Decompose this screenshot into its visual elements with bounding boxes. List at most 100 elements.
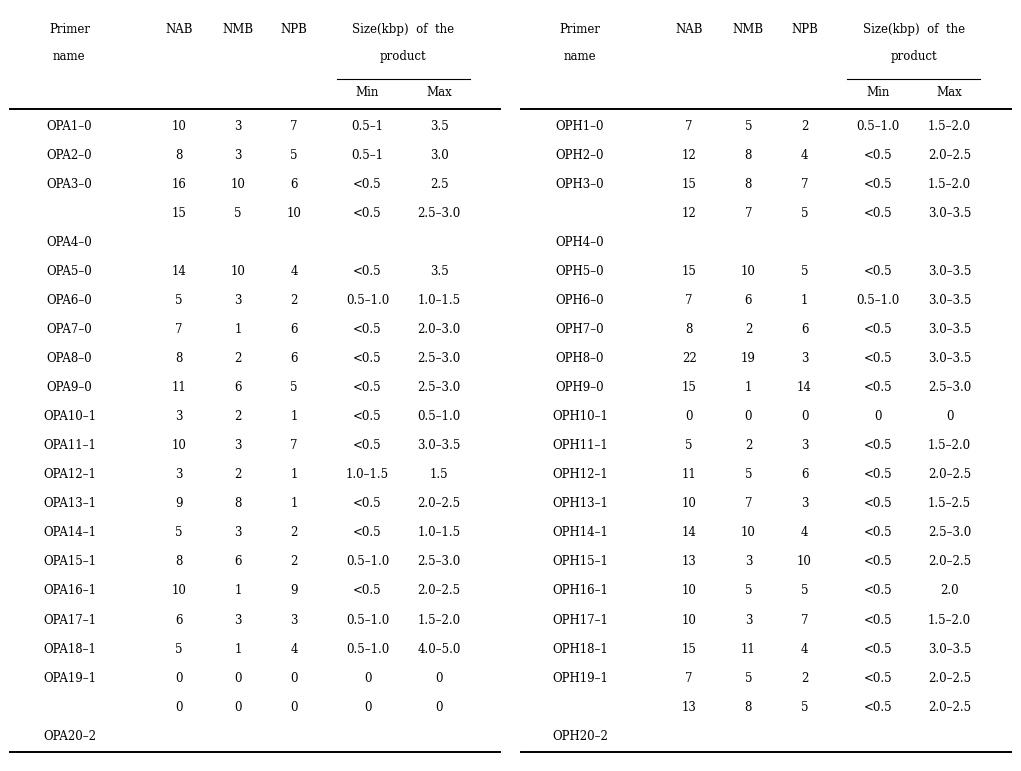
Text: 9: 9: [175, 497, 183, 510]
Text: 4: 4: [290, 642, 298, 655]
Text: 3: 3: [234, 120, 242, 133]
Text: <0.5: <0.5: [353, 497, 382, 510]
Text: 10: 10: [741, 527, 756, 540]
Text: 12: 12: [682, 207, 696, 220]
Text: OPH17–1: OPH17–1: [552, 614, 607, 627]
Text: 3: 3: [800, 497, 809, 510]
Text: 15: 15: [682, 381, 696, 394]
Text: 10: 10: [287, 207, 301, 220]
Text: <0.5: <0.5: [864, 207, 892, 220]
Text: NPB: NPB: [791, 23, 818, 36]
Text: 5: 5: [800, 207, 809, 220]
Text: 0: 0: [945, 410, 954, 423]
Text: 3.0–3.5: 3.0–3.5: [928, 294, 971, 307]
Text: 12: 12: [682, 149, 696, 162]
Text: 0.5–1.0: 0.5–1.0: [346, 642, 389, 655]
Text: <0.5: <0.5: [353, 265, 382, 278]
Text: 5: 5: [744, 120, 752, 133]
Text: 2.0–2.5: 2.0–2.5: [928, 555, 971, 568]
Text: OPH2–0: OPH2–0: [555, 149, 604, 162]
Text: OPA20–2: OPA20–2: [43, 729, 96, 742]
Text: 15: 15: [682, 642, 696, 655]
Text: 0.5–1.0: 0.5–1.0: [346, 555, 389, 568]
Text: <0.5: <0.5: [353, 527, 382, 540]
Text: 3: 3: [234, 149, 242, 162]
Text: <0.5: <0.5: [353, 381, 382, 394]
Text: 3: 3: [175, 468, 183, 481]
Text: 0.5–1: 0.5–1: [351, 120, 384, 133]
Text: 3.5: 3.5: [430, 120, 448, 133]
Text: 6: 6: [290, 178, 298, 190]
Text: NAB: NAB: [676, 23, 702, 36]
Text: <0.5: <0.5: [864, 672, 892, 685]
Text: 1.5–2.5: 1.5–2.5: [928, 497, 971, 510]
Text: OPH14–1: OPH14–1: [552, 527, 607, 540]
Text: 2.5–3.0: 2.5–3.0: [928, 527, 971, 540]
Text: 1.5: 1.5: [430, 468, 448, 481]
Text: 2.5: 2.5: [430, 178, 448, 190]
Text: OPA1–0: OPA1–0: [47, 120, 92, 133]
Text: OPH8–0: OPH8–0: [555, 352, 604, 365]
Text: 2: 2: [290, 294, 298, 307]
Text: 15: 15: [682, 178, 696, 190]
Text: OPA17–1: OPA17–1: [43, 614, 96, 627]
Text: 5: 5: [744, 584, 752, 598]
Text: 1: 1: [234, 323, 242, 336]
Text: <0.5: <0.5: [864, 265, 892, 278]
Text: OPA4–0: OPA4–0: [47, 236, 92, 249]
Text: <0.5: <0.5: [864, 439, 892, 453]
Text: 5: 5: [744, 672, 752, 685]
Text: 0.5–1.0: 0.5–1.0: [857, 120, 900, 133]
Text: 2: 2: [744, 439, 752, 453]
Text: 3: 3: [800, 352, 809, 365]
Text: OPH3–0: OPH3–0: [555, 178, 604, 190]
Text: <0.5: <0.5: [864, 381, 892, 394]
Text: 5: 5: [800, 701, 809, 714]
Text: 4: 4: [800, 527, 809, 540]
Text: 1.5–2.0: 1.5–2.0: [928, 178, 971, 190]
Text: 2: 2: [234, 410, 242, 423]
Text: 3: 3: [175, 410, 183, 423]
Text: <0.5: <0.5: [864, 614, 892, 627]
Text: 0: 0: [874, 410, 882, 423]
Text: 0: 0: [363, 672, 372, 685]
Text: OPA18–1: OPA18–1: [43, 642, 96, 655]
Text: 2: 2: [290, 527, 298, 540]
Text: OPA5–0: OPA5–0: [47, 265, 92, 278]
Text: OPA14–1: OPA14–1: [43, 527, 96, 540]
Text: 10: 10: [231, 178, 245, 190]
Text: 2: 2: [800, 672, 809, 685]
Text: Max: Max: [936, 86, 963, 99]
Text: 3: 3: [234, 439, 242, 453]
Text: OPA6–0: OPA6–0: [47, 294, 92, 307]
Text: 2.5–3.0: 2.5–3.0: [418, 555, 460, 568]
Text: 0.5–1.0: 0.5–1.0: [346, 294, 389, 307]
Text: 15: 15: [172, 207, 186, 220]
Text: OPH6–0: OPH6–0: [555, 294, 604, 307]
Text: OPA16–1: OPA16–1: [43, 584, 96, 598]
Text: 14: 14: [682, 527, 696, 540]
Text: 6: 6: [234, 381, 242, 394]
Text: 5: 5: [800, 265, 809, 278]
Text: 7: 7: [175, 323, 183, 336]
Text: 1: 1: [290, 497, 298, 510]
Text: <0.5: <0.5: [353, 439, 382, 453]
Text: 0.5–1.0: 0.5–1.0: [857, 294, 900, 307]
Text: 6: 6: [234, 555, 242, 568]
Text: 3.0–3.5: 3.0–3.5: [418, 439, 460, 453]
Text: product: product: [890, 50, 937, 63]
Text: 10: 10: [682, 614, 696, 627]
Text: 2.0–2.5: 2.0–2.5: [928, 672, 971, 685]
Text: 7: 7: [290, 120, 298, 133]
Text: 7: 7: [290, 439, 298, 453]
Text: OPH5–0: OPH5–0: [555, 265, 604, 278]
Text: 0.5–1.0: 0.5–1.0: [346, 614, 389, 627]
Text: 16: 16: [172, 178, 186, 190]
Text: 3.0–3.5: 3.0–3.5: [928, 352, 971, 365]
Text: 10: 10: [231, 265, 245, 278]
Text: OPA7–0: OPA7–0: [47, 323, 92, 336]
Text: <0.5: <0.5: [353, 207, 382, 220]
Text: 6: 6: [744, 294, 752, 307]
Text: <0.5: <0.5: [864, 323, 892, 336]
Text: 2: 2: [800, 120, 809, 133]
